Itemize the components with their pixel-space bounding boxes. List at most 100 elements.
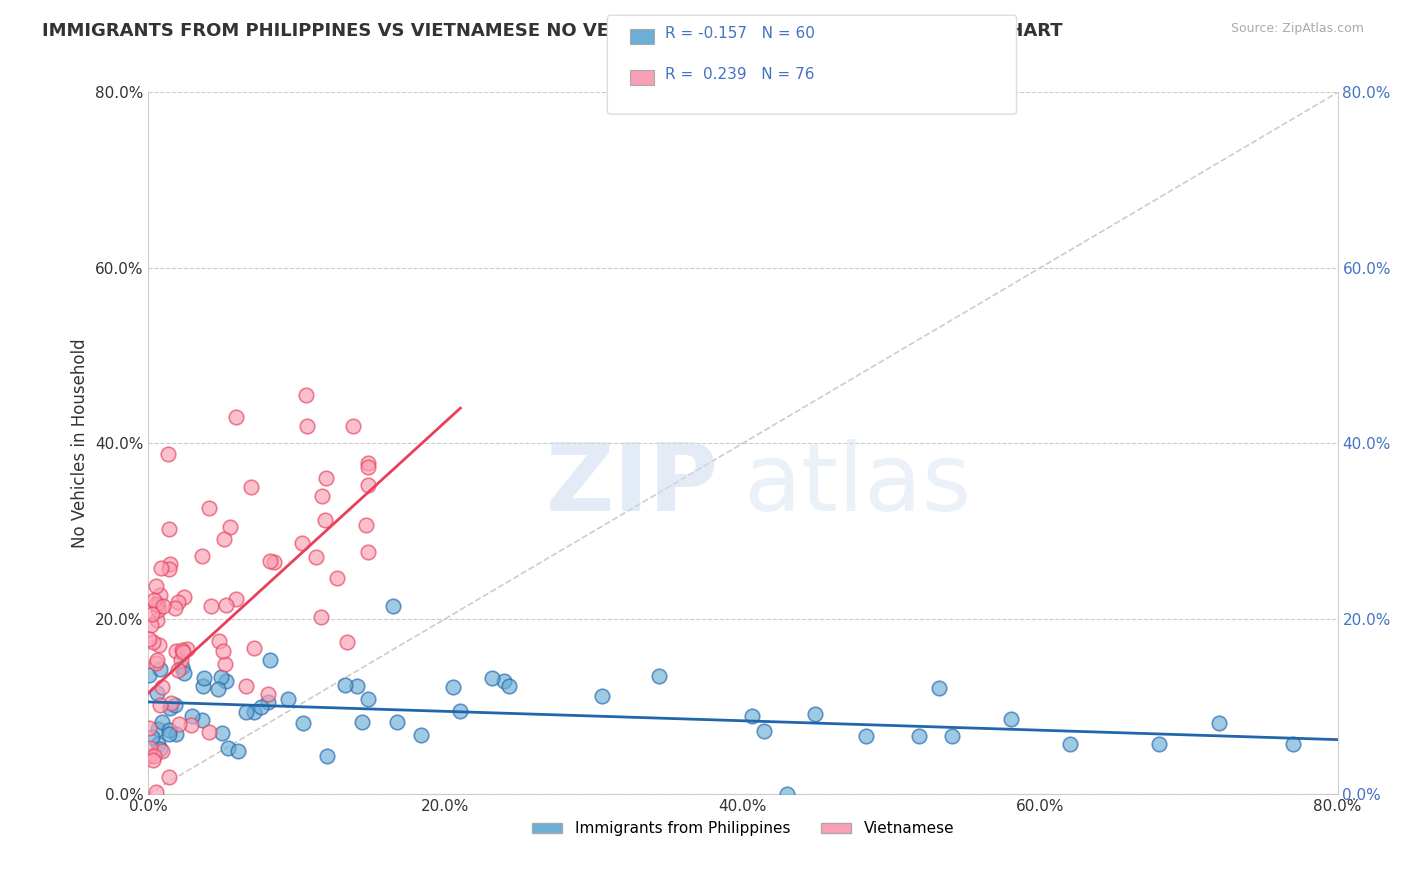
Text: atlas: atlas <box>742 439 972 532</box>
Point <box>200 599 222 613</box>
Point <box>215 673 238 688</box>
Point <box>146 686 169 700</box>
Point <box>167 716 190 731</box>
Point <box>173 666 195 681</box>
Point <box>159 701 181 715</box>
Point <box>775 787 797 801</box>
Point <box>146 603 169 617</box>
Point <box>357 456 380 470</box>
Point <box>145 785 167 799</box>
Point <box>214 657 236 671</box>
Point <box>138 741 160 756</box>
Point <box>235 705 257 719</box>
Point <box>752 724 775 739</box>
Point <box>352 714 374 729</box>
Point <box>333 678 356 692</box>
Point <box>256 695 278 709</box>
Point <box>148 638 170 652</box>
Point <box>157 447 180 461</box>
Point <box>163 600 186 615</box>
Point <box>165 727 187 741</box>
Point <box>291 536 314 550</box>
Point <box>152 599 174 614</box>
Point <box>149 561 172 575</box>
Point <box>941 729 963 743</box>
Point <box>145 579 167 593</box>
Point <box>314 513 336 527</box>
Point <box>207 681 229 696</box>
Point <box>143 749 166 764</box>
Point <box>591 689 613 703</box>
Point <box>180 717 202 731</box>
Point <box>226 744 249 758</box>
Point <box>316 749 339 764</box>
Point <box>326 571 349 585</box>
Point <box>311 489 333 503</box>
Point <box>170 660 193 674</box>
Text: ZIP: ZIP <box>547 439 718 532</box>
Point <box>449 705 471 719</box>
Point <box>336 635 359 649</box>
Point <box>387 715 409 730</box>
Point <box>211 725 233 739</box>
Point <box>165 644 187 658</box>
Point <box>354 518 377 533</box>
Point <box>173 590 195 604</box>
Point <box>150 744 173 758</box>
Point <box>146 653 169 667</box>
Point <box>492 674 515 689</box>
Point <box>141 730 163 744</box>
Point <box>357 691 380 706</box>
Point <box>176 641 198 656</box>
Point <box>1208 715 1230 730</box>
Point <box>357 477 380 491</box>
Text: R =  0.239   N = 76: R = 0.239 N = 76 <box>665 67 814 81</box>
Point <box>159 523 181 537</box>
Point <box>1000 712 1022 726</box>
Point <box>441 681 464 695</box>
Point <box>357 545 380 559</box>
Point <box>167 664 190 678</box>
Point <box>315 470 337 484</box>
Point <box>149 741 172 756</box>
Point <box>243 640 266 655</box>
Point <box>208 633 231 648</box>
Point <box>148 737 170 751</box>
Point <box>142 753 165 767</box>
Point <box>157 727 180 741</box>
Point <box>149 698 172 712</box>
Text: Source: ZipAtlas.com: Source: ZipAtlas.com <box>1230 22 1364 36</box>
Point <box>159 557 181 571</box>
Point <box>170 653 193 667</box>
Point <box>172 645 194 659</box>
Point <box>648 669 671 683</box>
Point <box>239 480 262 494</box>
Point <box>165 698 187 713</box>
Point <box>217 741 239 756</box>
Point <box>250 700 273 714</box>
Point <box>138 632 160 646</box>
Point <box>498 679 520 693</box>
Point <box>215 599 238 613</box>
Point <box>138 749 160 764</box>
Point <box>342 419 364 434</box>
Point <box>191 549 214 563</box>
Point <box>804 706 827 721</box>
Point <box>243 705 266 719</box>
Point <box>305 549 328 564</box>
Legend: Immigrants from Philippines, Vietnamese: Immigrants from Philippines, Vietnamese <box>526 815 960 843</box>
Point <box>157 770 180 784</box>
Text: IMMIGRANTS FROM PHILIPPINES VS VIETNAMESE NO VEHICLES IN HOUSEHOLD CORRELATION C: IMMIGRANTS FROM PHILIPPINES VS VIETNAMES… <box>42 22 1063 40</box>
Point <box>928 681 950 696</box>
Point <box>295 418 318 433</box>
Point <box>145 657 167 671</box>
Point <box>191 679 214 693</box>
Point <box>139 617 162 632</box>
Point <box>141 607 163 621</box>
Point <box>1282 737 1305 751</box>
Point <box>198 500 221 515</box>
Point <box>381 599 404 614</box>
Point <box>150 714 173 729</box>
Point <box>235 679 257 693</box>
Point <box>146 613 169 627</box>
